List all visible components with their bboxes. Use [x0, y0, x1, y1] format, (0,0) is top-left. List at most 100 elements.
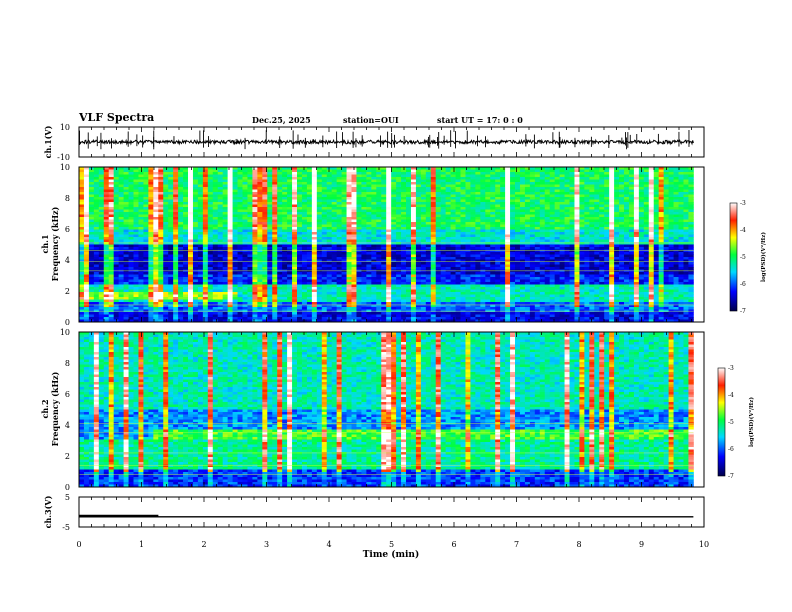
spectrogram-cell	[668, 247, 674, 250]
spectrogram-cell	[638, 227, 645, 230]
spectrogram-cell	[207, 199, 214, 203]
spectrogram-cell	[435, 179, 442, 183]
spectrogram-cell	[267, 252, 273, 255]
spectrogram-cell	[678, 257, 684, 260]
spectrogram-cell	[247, 204, 253, 208]
spectrogram-cell	[341, 172, 347, 175]
spectrogram-cell	[356, 182, 362, 185]
spectrogram-cell	[465, 192, 471, 195]
spectrogram-cell	[158, 229, 164, 233]
spectrogram-cell	[614, 169, 620, 173]
spectrogram-cell	[103, 199, 110, 203]
spectrogram-cell	[619, 247, 625, 250]
spectrogram-cell	[306, 209, 313, 213]
spectrogram-cell	[688, 257, 694, 260]
spectrogram-cell	[688, 237, 694, 240]
spectrogram-cell	[247, 214, 253, 218]
spectrogram-cell	[614, 174, 620, 178]
spectrogram-cell	[475, 167, 481, 170]
spectrogram-cell	[277, 232, 283, 235]
spectrogram-cell	[460, 174, 466, 178]
spectrogram-cell	[579, 174, 585, 178]
spectrogram-cell	[163, 189, 169, 193]
spectrogram-cell	[505, 254, 511, 258]
spectrogram-cell	[103, 257, 110, 260]
spectrogram-cell	[668, 187, 674, 190]
spectrogram-cell	[410, 239, 417, 243]
spectrogram-cell	[440, 177, 447, 180]
spectrogram-cell	[381, 179, 387, 183]
spectrogram-cell	[485, 199, 491, 203]
spectrogram-cell	[450, 194, 456, 198]
spectrogram-cell	[574, 229, 580, 233]
spectrogram-cell	[346, 184, 352, 188]
spectrogram-cell	[515, 259, 521, 263]
spectrogram-cell	[475, 184, 481, 188]
spectrogram-cell	[376, 172, 382, 175]
spectrogram-cell	[554, 174, 560, 178]
spectrogram-cell	[554, 247, 560, 250]
spectrogram-cell	[529, 184, 536, 188]
spectrogram-cell	[183, 252, 189, 255]
spectrogram-cell	[153, 192, 159, 195]
spectrogram-cell	[549, 194, 556, 198]
spectrogram-cell	[212, 222, 219, 225]
spectrogram-cell	[192, 207, 199, 210]
spectrogram-cell	[678, 224, 684, 228]
spectrogram-cell	[633, 262, 640, 265]
spectrogram-cell	[202, 229, 209, 233]
spectrogram-cell	[138, 197, 144, 200]
spectrogram-cell	[643, 212, 650, 215]
spectrogram-cell	[490, 189, 496, 193]
spectrogram-cell	[460, 262, 466, 265]
spectrogram-cell	[391, 204, 397, 208]
spectrogram-cell	[297, 259, 303, 263]
spectrogram-cell	[371, 182, 377, 185]
spectrogram-cell	[83, 239, 90, 243]
spectrogram-cell	[668, 257, 674, 260]
spectrogram-cell	[93, 262, 100, 265]
spectrogram-cell	[326, 239, 333, 243]
spectrogram-cell	[197, 247, 204, 250]
spectrogram-cell	[519, 194, 526, 198]
spectrogram-cell	[336, 217, 342, 220]
spectrogram-cell	[183, 262, 189, 265]
spectrogram-cell	[128, 202, 134, 205]
spectrogram-cell	[624, 239, 630, 243]
spectrogram-cell	[599, 187, 605, 190]
spectrogram-cell	[490, 242, 496, 245]
spectrogram-cell	[306, 254, 313, 258]
spectrogram-cell	[495, 262, 501, 265]
spectrogram-cell	[579, 212, 585, 215]
spectrogram-cell	[430, 172, 437, 175]
spectrogram-cell	[341, 254, 347, 258]
spectrogram-cell	[519, 262, 526, 265]
spectrogram-cell	[79, 229, 85, 233]
spectrogram-cell	[386, 177, 392, 180]
spectrogram-cell	[83, 207, 90, 210]
spectrogram-cell	[648, 229, 655, 233]
spectrogram-cell	[252, 207, 258, 210]
spectrogram-cell	[301, 217, 308, 220]
spectrogram-cell	[450, 179, 456, 183]
spectrogram-cell	[430, 222, 437, 225]
spectrogram-cell	[188, 259, 194, 263]
spectrogram-cell	[158, 237, 164, 240]
spectrogram-cell	[183, 192, 189, 195]
spectrogram-cell	[594, 239, 600, 243]
spectrogram-cell	[262, 194, 268, 198]
spectrogram-cell	[559, 232, 565, 235]
spectrogram-cell	[505, 194, 511, 198]
spectrogram-cell	[510, 167, 516, 170]
spectrogram-cell	[371, 234, 377, 238]
spectrogram-cell	[178, 209, 184, 213]
spectrogram-cell	[643, 174, 650, 178]
spectrogram-cell	[247, 182, 253, 185]
spectrogram-cell	[410, 212, 417, 215]
spectrogram-cell	[549, 197, 556, 200]
spectrogram-cell	[297, 254, 303, 258]
spectrogram-cell	[148, 242, 154, 245]
spectrogram-cell	[83, 199, 90, 203]
spectrogram-cell	[624, 242, 630, 245]
spectrogram-cell	[500, 179, 506, 183]
